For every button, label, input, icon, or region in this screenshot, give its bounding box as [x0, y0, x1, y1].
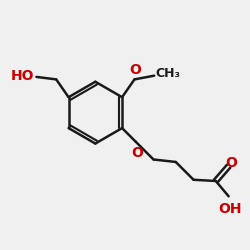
Text: CH₃: CH₃ [156, 67, 180, 80]
Text: O: O [129, 64, 141, 78]
Text: O: O [225, 156, 237, 170]
Text: HO: HO [10, 69, 34, 83]
Text: O: O [131, 146, 143, 160]
Text: OH: OH [218, 202, 242, 216]
